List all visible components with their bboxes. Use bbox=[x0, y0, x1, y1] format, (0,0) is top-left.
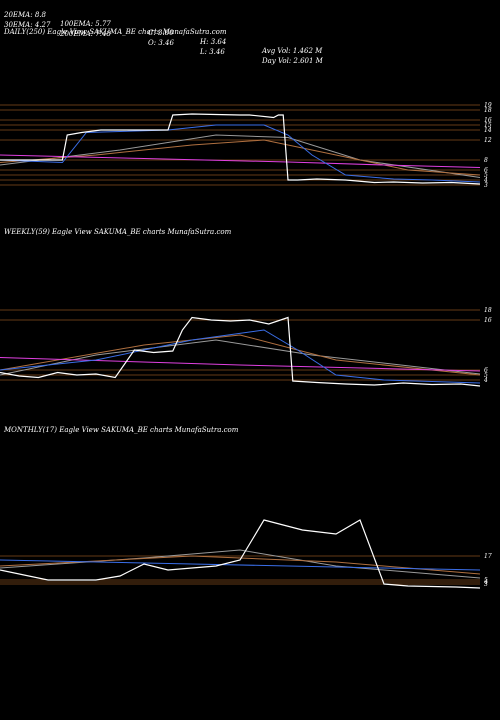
daily-ema-magenta-line bbox=[0, 154, 481, 168]
header-row-2: 30EMA: 4.27 200EMA: 7.48 O: 3.46 L: 3.46… bbox=[4, 12, 323, 66]
daily-ema-blue-line bbox=[0, 124, 481, 183]
daily-price-line bbox=[0, 113, 481, 185]
weekly-price-line bbox=[0, 316, 481, 387]
ema200-readout: 200EMA: 7.48 bbox=[60, 30, 111, 38]
high-readout: H: 3.64 bbox=[200, 38, 227, 46]
weekly-chart: 18 16 654 bbox=[0, 307, 492, 387]
weekly-tick-label-3: 5 bbox=[484, 372, 488, 379]
monthly-price-line bbox=[0, 519, 481, 589]
daily-tick-label-2: 16 bbox=[484, 117, 492, 124]
ema100-readout: 100EMA: 5.77 bbox=[60, 20, 111, 28]
daily-panel-title: DAILY(250) Eagle View SAKUMA_BE charts M… bbox=[4, 28, 227, 36]
monthly-ema-gray-line bbox=[0, 549, 481, 579]
weekly-ema-magenta-line bbox=[0, 357, 481, 372]
monthly-chart: 17 543 bbox=[0, 519, 492, 589]
weekly-tick-label-0: 18 bbox=[484, 307, 492, 314]
daily-tick-label-3: 15 bbox=[484, 122, 492, 129]
monthly-ema-blue-line bbox=[0, 559, 481, 571]
daily-tick-label-7: 6 bbox=[484, 167, 488, 174]
ema30-readout: 30EMA: 4.27 bbox=[4, 21, 51, 29]
daily-tick-label-4: 14 bbox=[484, 127, 492, 134]
daily-tick-label-8: 5 bbox=[484, 172, 488, 179]
monthly-tick-label-2: 4 bbox=[483, 579, 488, 586]
weekly-tick-label-2: 6 bbox=[484, 367, 488, 374]
open-readout: O: 3.46 bbox=[148, 39, 174, 47]
daily-tick-label-9: 4 bbox=[483, 177, 488, 184]
ema20-readout: 20EMA: 8.8 bbox=[4, 11, 46, 19]
weekly-ema-blue-line bbox=[0, 329, 481, 384]
daily-tick-label-1: 18 bbox=[484, 107, 492, 114]
monthly-panel-title: MONTHLY(17) Eagle View SAKUMA_BE charts … bbox=[4, 426, 239, 434]
day-vol-readout: Day Vol: 2.601 M bbox=[262, 57, 323, 65]
daily-tick-label-0: 19 bbox=[484, 102, 492, 109]
weekly-ema-gray-line bbox=[0, 339, 481, 376]
avg-vol-readout: Avg Vol: 1.462 M bbox=[262, 47, 323, 55]
weekly-tick-label-1: 16 bbox=[484, 317, 492, 324]
daily-tick-label-5: 12 bbox=[484, 137, 492, 144]
close-readout: C: 3.60 bbox=[148, 29, 174, 37]
daily-tick-label-10: 3 bbox=[484, 182, 488, 189]
daily-tick-label-6: 8 bbox=[484, 157, 488, 164]
low-readout: L: 3.46 bbox=[200, 48, 225, 56]
header-row-1: 20EMA: 8.8 100EMA: 5.77 C: 3.60 H: 3.64 … bbox=[4, 2, 322, 56]
monthly-tick-label-0: 17 bbox=[484, 553, 492, 560]
weekly-ema-brown-line bbox=[0, 334, 481, 376]
monthly-tick-label-3: 3 bbox=[484, 581, 488, 588]
daily-ema-gray-line bbox=[0, 134, 481, 178]
weekly-tick-label-4: 4 bbox=[483, 377, 488, 384]
daily-ema-brown-line bbox=[0, 139, 481, 176]
weekly-panel-title: WEEKLY(59) Eagle View SAKUMA_BE charts M… bbox=[4, 228, 232, 236]
monthly-tick-label-1: 5 bbox=[484, 577, 488, 584]
